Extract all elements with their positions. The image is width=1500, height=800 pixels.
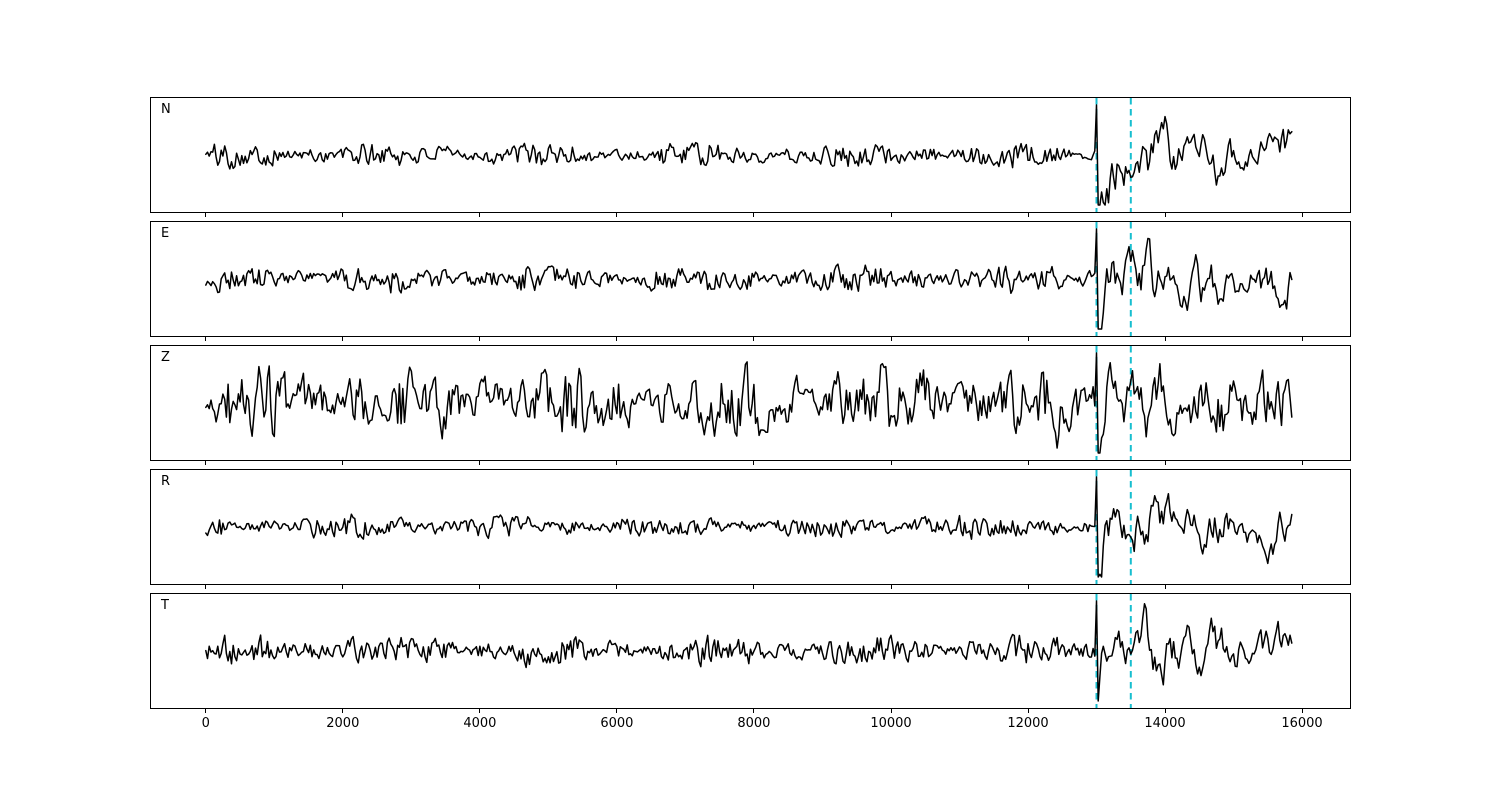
x-axis-tick (1027, 585, 1029, 589)
x-axis-tick (1027, 213, 1029, 217)
x-axis-tick (1027, 709, 1029, 713)
x-axis-tick (1301, 585, 1303, 589)
x-axis-tick (205, 585, 207, 589)
x-axis-tick (890, 461, 892, 465)
x-axis-tick (1301, 337, 1303, 341)
x-axis-tick-label: 8000 (737, 716, 771, 731)
x-axis-tick (342, 461, 344, 465)
x-axis-tick (342, 213, 344, 217)
x-axis-tick (1301, 213, 1303, 217)
x-axis-tick-label: 0 (201, 716, 210, 731)
x-axis-tick (479, 213, 481, 217)
x-axis-tick (205, 213, 207, 217)
x-axis-tick-label: 10000 (870, 716, 912, 731)
seismogram-panel-T: T (150, 593, 1351, 709)
seismogram-panel-N: N (150, 97, 1351, 213)
waveform-trace-E (205, 228, 1293, 330)
waveform-svg (205, 222, 1293, 336)
channel-label-E: E (161, 226, 170, 241)
x-axis-tick (1027, 461, 1029, 465)
x-axis-tick (1164, 461, 1166, 465)
waveform-svg (205, 470, 1293, 584)
waveform-trace-Z (205, 352, 1293, 454)
channel-label-N: N (161, 102, 171, 117)
x-axis-tick-label: 4000 (463, 716, 497, 731)
x-axis-tick (616, 337, 618, 341)
x-axis-tick (479, 461, 481, 465)
x-axis-tick (1164, 585, 1166, 589)
x-axis-tick (479, 585, 481, 589)
x-axis-tick-label: 6000 (600, 716, 634, 731)
waveform-trace-T (205, 600, 1293, 702)
x-axis-tick-label: 12000 (1007, 716, 1049, 731)
x-axis-tick (753, 709, 755, 713)
x-axis-tick (479, 337, 481, 341)
channel-label-R: R (161, 474, 171, 489)
x-axis-tick (890, 585, 892, 589)
x-axis-tick (1301, 461, 1303, 465)
x-axis-tick (205, 709, 207, 713)
x-axis-tick (1164, 213, 1166, 217)
x-axis-tick (616, 709, 618, 713)
x-axis-tick (616, 461, 618, 465)
x-axis-tick (342, 709, 344, 713)
x-axis-tick (342, 585, 344, 589)
x-axis-tick-label: 16000 (1281, 716, 1323, 731)
x-axis-tick-label: 14000 (1144, 716, 1186, 731)
x-axis-tick (753, 585, 755, 589)
channel-label-Z: Z (161, 350, 170, 365)
x-axis-tick (753, 213, 755, 217)
channel-label-T: T (161, 598, 169, 613)
x-axis-tick (890, 213, 892, 217)
waveform-trace-N (205, 104, 1293, 206)
x-axis-tick (753, 337, 755, 341)
x-axis-tick (616, 213, 618, 217)
x-axis-tick (890, 709, 892, 713)
seismogram-panel-E: E (150, 221, 1351, 337)
x-axis-tick (1164, 709, 1166, 713)
waveform-svg (205, 594, 1293, 708)
x-axis-tick-label: 2000 (326, 716, 360, 731)
waveform-trace-R (205, 476, 1293, 578)
waveform-svg (205, 98, 1293, 212)
x-axis-tick (753, 461, 755, 465)
x-axis-tick (342, 337, 344, 341)
x-axis-tick (1164, 337, 1166, 341)
x-axis-tick (1027, 337, 1029, 341)
waveform-svg (205, 346, 1293, 460)
seismogram-panel-Z: Z (150, 345, 1351, 461)
x-axis-tick (479, 709, 481, 713)
x-axis-tick (1301, 709, 1303, 713)
x-axis-tick (890, 337, 892, 341)
seismogram-panel-R: R (150, 469, 1351, 585)
x-axis-tick (205, 461, 207, 465)
x-axis-tick (616, 585, 618, 589)
x-axis-tick (205, 337, 207, 341)
